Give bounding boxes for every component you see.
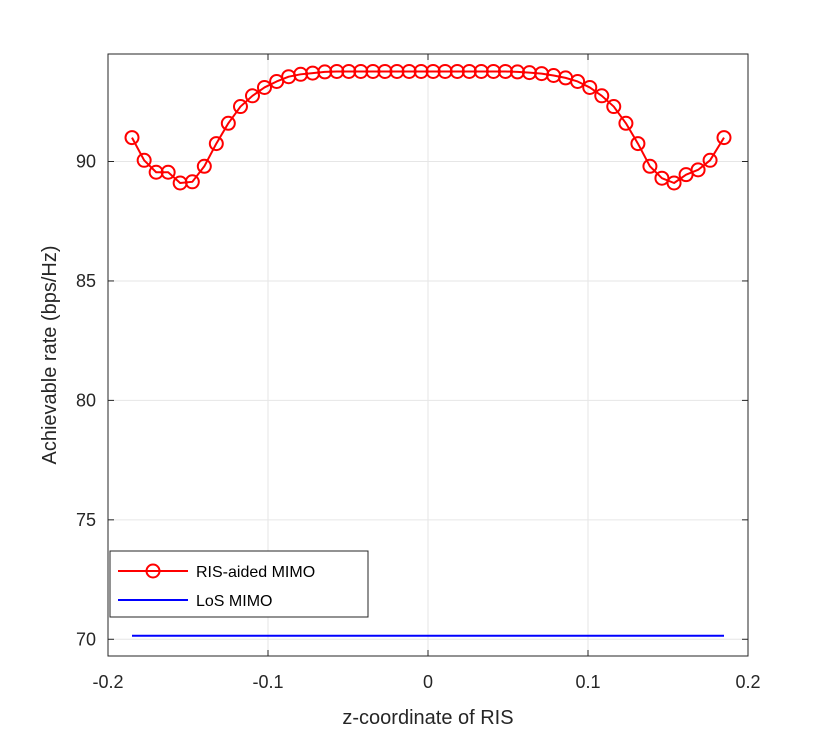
- ris-aided-data-point: [594, 88, 610, 104]
- x-tick-label: -0.2: [92, 672, 123, 692]
- y-tick-label: 90: [76, 152, 96, 172]
- ris-aided-data-point: [232, 99, 248, 115]
- ris-aided-data-point: [136, 152, 152, 168]
- ris-aided-data-point: [702, 152, 718, 168]
- ris-aided-data-point: [220, 115, 236, 131]
- ris-aided-data-point: [606, 99, 622, 115]
- ris-aided-data-point: [208, 136, 224, 152]
- ris-aided-data-point: [124, 130, 140, 146]
- x-tick-label: 0.2: [735, 672, 760, 692]
- legend-ris-circle-marker: [145, 563, 161, 579]
- ris-aided-data-point: [690, 162, 706, 178]
- ris-aided-data-point: [666, 175, 682, 191]
- legend-los-label: LoS MIMO: [196, 593, 272, 610]
- ris-aided-data-point: [570, 73, 586, 89]
- tick-layer: -0.2 -0.1 0 0.1 0.2 70 75 80 85 90: [76, 54, 761, 692]
- y-tick-label: 85: [76, 271, 96, 291]
- legend: RIS-aided MIMO LoS MIMO: [109, 550, 369, 618]
- x-tick-label: 0.1: [575, 672, 600, 692]
- x-tick-label: -0.1: [252, 672, 283, 692]
- x-axis-label: z-coordinate of RIS: [342, 707, 513, 729]
- ris-aided-data-point: [196, 158, 212, 174]
- y-axis-label: Achievable rate (bps/Hz): [39, 246, 61, 465]
- legend-box: [109, 550, 369, 618]
- legend-ris-label: RIS-aided MIMO: [196, 564, 315, 581]
- ris-aided-data-point: [256, 79, 272, 95]
- ris-aided-data-point: [244, 88, 260, 104]
- ris-aided-data-point: [630, 136, 646, 152]
- y-tick-label: 80: [76, 390, 96, 410]
- series-layer: [124, 63, 732, 637]
- y-tick-label: 70: [76, 629, 96, 649]
- ris-aided-data-point: [184, 174, 200, 190]
- x-tick-label: 0: [423, 672, 433, 692]
- ris-aided-data-point: [618, 115, 634, 131]
- ris-aided-data-point: [642, 158, 658, 174]
- ris-aided-data-point: [716, 130, 732, 146]
- ris-aided-data-point: [582, 79, 598, 95]
- ris-aided-data-point: [160, 164, 176, 180]
- y-tick-label: 75: [76, 510, 96, 530]
